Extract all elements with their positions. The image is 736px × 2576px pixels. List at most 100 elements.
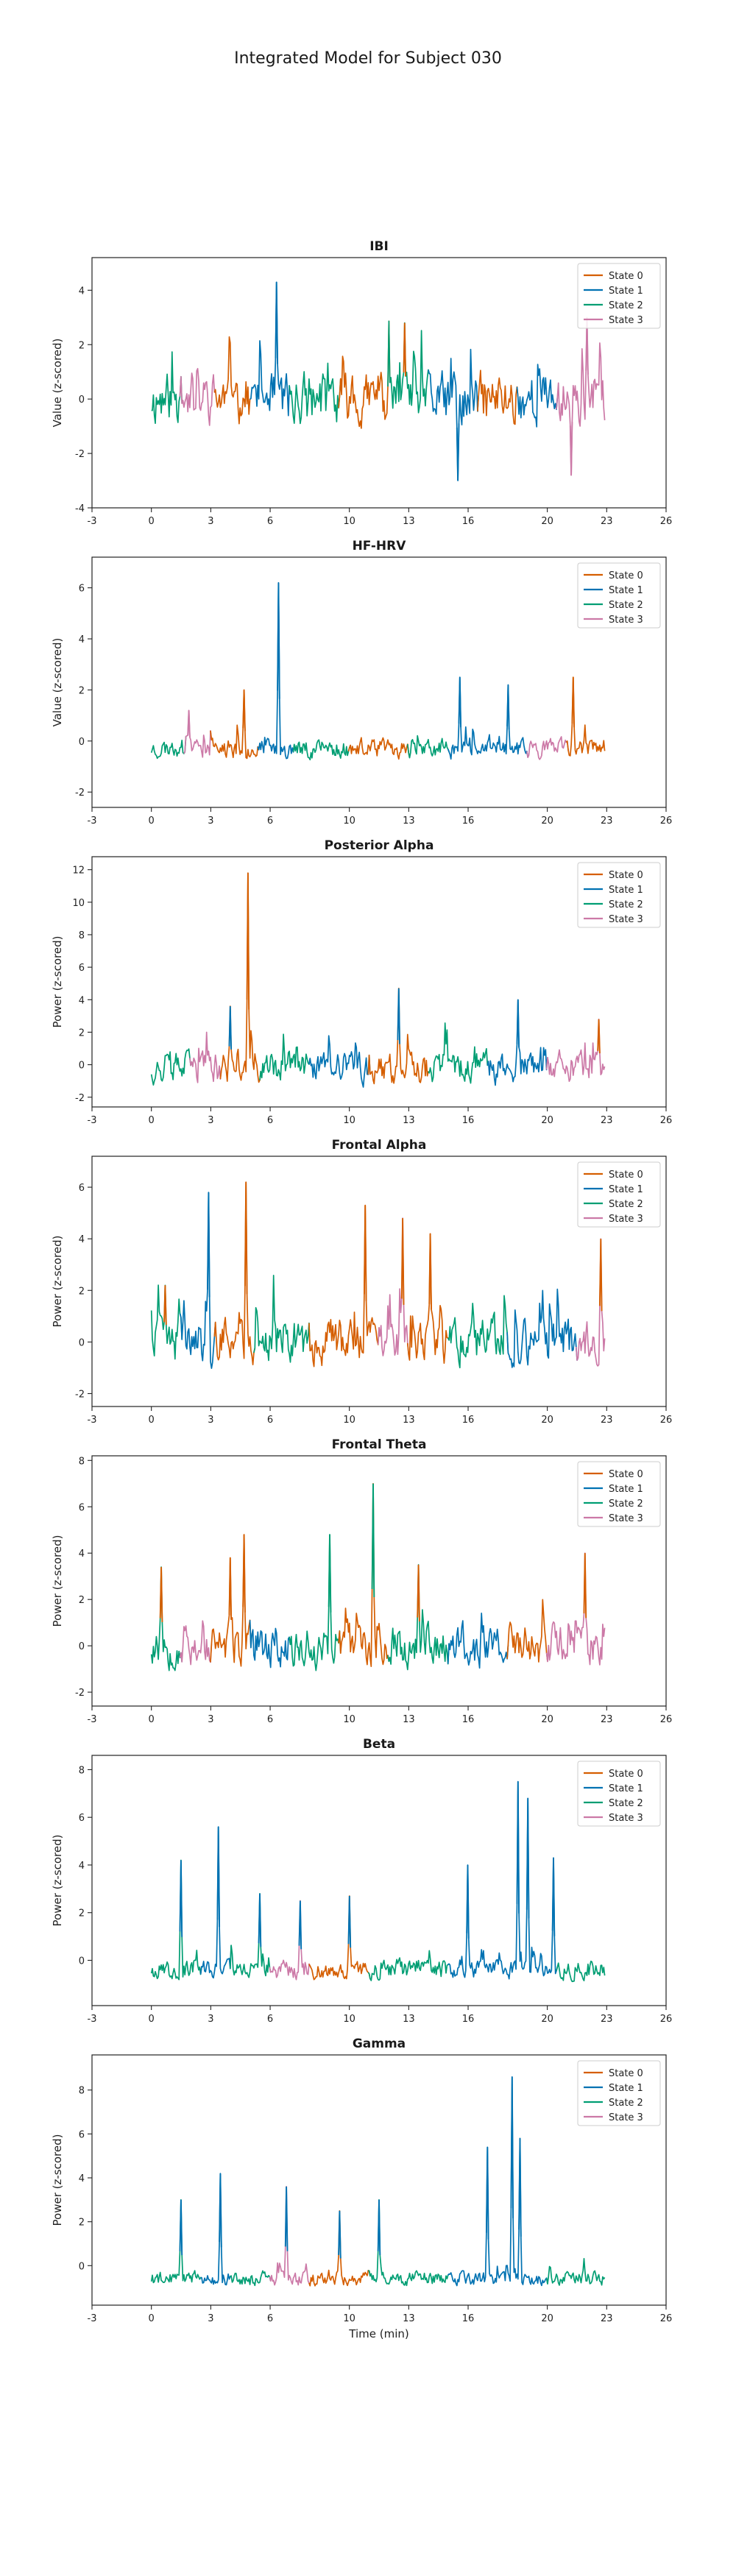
y-tick-label: 2 [79, 340, 85, 351]
series-line-5 [347, 737, 411, 760]
legend-box [577, 1761, 661, 1827]
y-tick-label: 0 [79, 1061, 85, 1072]
x-tick-label: 20 [541, 1115, 553, 1126]
x-tick-label: 0 [149, 1714, 155, 1725]
x-tick-label: 6 [267, 2014, 273, 2025]
series-line-6 [406, 1233, 450, 1365]
legend: State 0 State 1 State 2 State 3 [577, 862, 661, 928]
legend-label: State 3 [609, 1813, 643, 1824]
panel-6: Gamma -3 0 3 6 10 13 16 20 23 26 0 2 4 6 8 Power (z-scor… [51, 2037, 672, 2340]
legend-label: State 3 [609, 1513, 643, 1524]
series-line-0 [150, 1566, 183, 1671]
x-tick-label: 6 [267, 516, 273, 527]
x-tick-label: 23 [601, 1115, 613, 1126]
series-line-4 [289, 362, 342, 425]
series-line-6 [447, 2076, 548, 2287]
panel-title: Frontal Theta [332, 1437, 427, 1452]
y-tick-label: 0 [79, 737, 85, 748]
x-tick-label: 6 [267, 1415, 273, 1426]
series-line-1 [200, 2173, 232, 2286]
peak-mark-3 [516, 999, 520, 1048]
series-line-2 [210, 689, 260, 760]
legend-label: State 3 [609, 914, 643, 925]
y-tick-label: 2 [79, 1595, 85, 1606]
panel-3: Frontal Alpha -3 0 3 6 10 13 16 20 23 26 -2 0 2 4 6 Powe… [51, 1138, 672, 1426]
y-tick-label: 8 [79, 930, 85, 941]
x-tick-label: 26 [660, 815, 673, 827]
x-tick-label: 10 [343, 2313, 355, 2324]
series-line-3 [249, 1620, 291, 1669]
panel-2: Posterior Alpha -3 0 3 6 10 13 16 20 23 26 -2 0 2 4 6 8 1… [51, 838, 672, 1126]
peak-mark-4 [571, 677, 576, 728]
peak-mark-1 [456, 423, 460, 481]
peak-mark-2 [216, 1827, 221, 1928]
series-line-7 [545, 2257, 606, 2286]
series-line-7 [447, 676, 529, 760]
y-axis-label: Power (z-scored) [51, 1835, 64, 1927]
legend-label: State 0 [609, 870, 643, 881]
peak-mark-0 [207, 1192, 210, 1298]
x-tick-label: 13 [403, 2313, 415, 2324]
series-line-8 [506, 1288, 579, 1368]
legend-label: State 1 [609, 1783, 643, 1794]
x-tick-label: 13 [403, 1415, 415, 1426]
series-line-0 [151, 351, 183, 425]
legend-label: State 1 [609, 1184, 643, 1195]
x-tick-label: 20 [541, 516, 553, 527]
panel-title: HF-HRV [353, 539, 407, 553]
series-line-2 [219, 872, 262, 1083]
series-line-8 [526, 736, 569, 760]
y-tick-label: -2 [75, 449, 85, 460]
peak-mark-0 [516, 1781, 520, 1914]
series-line-5 [368, 2198, 450, 2287]
series-line-1 [199, 1826, 232, 1979]
axes-frame [91, 1156, 667, 1407]
legend-label: State 0 [609, 2068, 643, 2079]
x-tick-label: 23 [601, 2014, 613, 2025]
series-line-8 [477, 369, 519, 425]
y-tick-label: 2 [79, 1286, 85, 1297]
x-tick-label: 13 [403, 1115, 415, 1126]
legend-label: State 2 [609, 300, 643, 311]
series-line-3 [259, 1033, 311, 1081]
y-tick-label: 4 [79, 1549, 85, 1560]
x-tick-label: 26 [660, 1415, 673, 1426]
legend-label: State 1 [609, 1484, 643, 1495]
peak-mark-1 [526, 1798, 530, 1919]
y-tick-label: 6 [79, 1183, 85, 1194]
legend-label: State 1 [609, 585, 643, 596]
legend: State 0 State 1 State 2 State 3 [577, 1761, 661, 1827]
peak-mark-2 [397, 988, 401, 1044]
legend: State 0 State 1 State 2 State 3 [577, 1461, 661, 1527]
series-line-9 [516, 364, 559, 428]
x-tick-label: 0 [149, 516, 155, 527]
series-line-9 [545, 1552, 606, 1666]
x-tick-label: 3 [208, 1714, 213, 1725]
x-tick-label: 26 [660, 1115, 673, 1126]
series-line-4 [308, 1895, 371, 1981]
x-tick-label: 3 [208, 1115, 213, 1126]
series-line-6 [406, 735, 450, 759]
series-line-3 [269, 1900, 311, 1981]
peak-mark-2 [328, 1534, 332, 1613]
x-tick-label: 0 [149, 1115, 155, 1126]
y-tick-label: 4 [79, 995, 85, 1006]
x-tick-label: 20 [541, 2313, 553, 2324]
peak-mark-1 [242, 1534, 246, 1613]
peak-mark-7 [338, 2210, 342, 2259]
legend-box [577, 263, 661, 329]
peak-mark-0 [275, 282, 279, 364]
x-tick-label: 23 [601, 2313, 613, 2324]
series-line-8 [545, 1018, 606, 1083]
peak-mark-4 [466, 1864, 470, 1939]
peak-mark-3 [219, 2173, 222, 2248]
legend-label: State 1 [609, 286, 643, 297]
peak-mark-0 [371, 1483, 375, 1598]
x-tick-label: -3 [88, 2313, 97, 2324]
peak-mark-8 [551, 1858, 556, 1936]
series-line-0 [150, 1048, 193, 1086]
axes-frame [91, 1455, 667, 1707]
series-line-2 [230, 2270, 272, 2287]
series-line-6 [428, 1022, 489, 1084]
